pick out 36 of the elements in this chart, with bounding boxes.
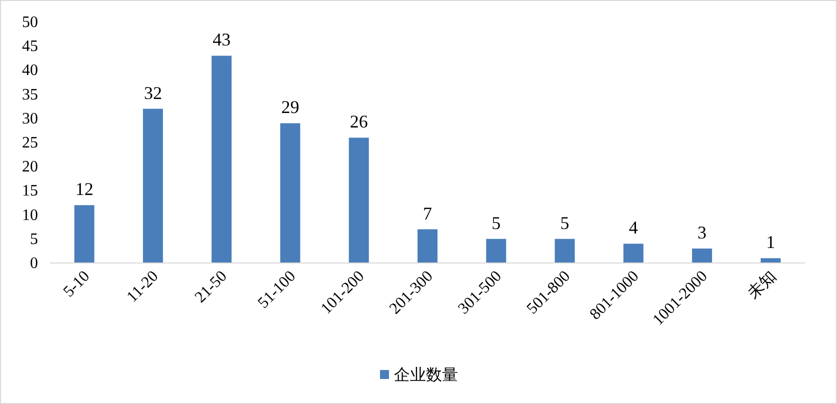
bar bbox=[74, 205, 94, 263]
y-tick-label: 15 bbox=[22, 182, 38, 200]
y-tick-label: 35 bbox=[22, 86, 38, 104]
y-tick-label: 40 bbox=[22, 62, 38, 80]
bar bbox=[348, 138, 369, 263]
data-label: 7 bbox=[423, 203, 432, 224]
x-tick-label: 未知 bbox=[744, 267, 780, 302]
y-tick-label: 10 bbox=[22, 206, 38, 224]
x-tick-label: 5-10 bbox=[60, 268, 94, 301]
data-label: 26 bbox=[350, 112, 368, 132]
bar bbox=[486, 238, 506, 263]
data-label: 32 bbox=[144, 82, 162, 103]
data-label: 12 bbox=[75, 179, 94, 200]
data-label: 4 bbox=[628, 218, 638, 238]
bar bbox=[212, 56, 232, 263]
data-label: 1 bbox=[766, 232, 776, 252]
data-label: 5 bbox=[492, 212, 501, 233]
data-label: 43 bbox=[212, 30, 231, 50]
y-tick-label: 25 bbox=[22, 134, 38, 152]
bar bbox=[554, 238, 575, 263]
bar bbox=[692, 248, 712, 263]
bar bbox=[280, 123, 300, 263]
bar bbox=[623, 244, 644, 263]
y-tick-label: 5 bbox=[30, 230, 38, 248]
data-label: 5 bbox=[560, 212, 570, 233]
y-tick-label: 45 bbox=[22, 38, 38, 56]
bar bbox=[760, 258, 781, 263]
data-label: 3 bbox=[698, 222, 707, 243]
y-tick-label: 0 bbox=[30, 255, 38, 272]
y-tick-label: 30 bbox=[22, 110, 38, 128]
legend-label: 企业数量 bbox=[394, 366, 458, 384]
y-tick-label: 50 bbox=[22, 14, 38, 31]
y-tick-label: 20 bbox=[22, 158, 38, 176]
bar bbox=[142, 108, 163, 263]
data-label: 29 bbox=[281, 97, 300, 118]
bar bbox=[418, 229, 438, 263]
